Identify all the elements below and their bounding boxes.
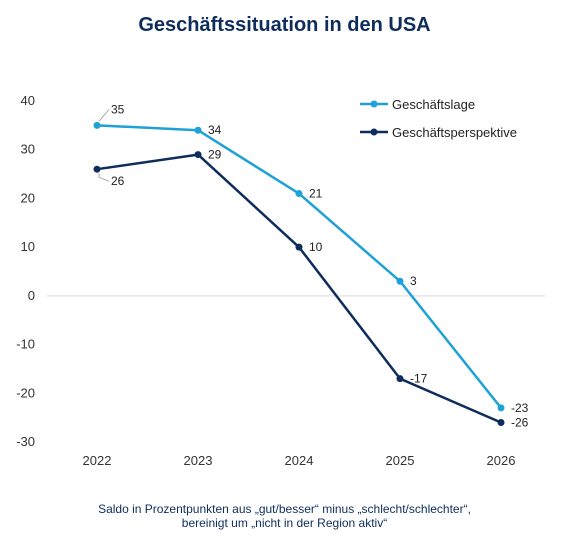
data-label: 35 xyxy=(111,102,125,116)
data-label: 3 xyxy=(410,274,417,288)
footnote-line-2: bereinigt um „nicht in der Region aktiv“ xyxy=(181,516,388,530)
y-tick-label: -30 xyxy=(16,434,35,449)
legend: Geschäftslage Geschäftsperspektive xyxy=(360,97,517,140)
y-tick-label: 10 xyxy=(21,239,35,254)
data-point xyxy=(396,277,404,285)
series-line-1 xyxy=(96,124,502,409)
x-tick-label: 2026 xyxy=(487,453,516,468)
footnote-line-1: Saldo in Prozentpunkten aus „gut/besser“… xyxy=(98,502,471,516)
legend-label: Geschäftsperspektive xyxy=(392,125,517,140)
data-label: -23 xyxy=(511,401,529,415)
data-label: 10 xyxy=(309,240,323,254)
data-point xyxy=(497,404,505,412)
data-label: 34 xyxy=(208,123,222,137)
footnote: Saldo in Prozentpunkten aus „gut/besser“… xyxy=(0,502,569,530)
y-tick-label: 30 xyxy=(21,142,35,157)
x-tick-label: 2023 xyxy=(184,453,213,468)
data-point xyxy=(194,126,202,134)
data-point xyxy=(194,151,202,159)
axes: 40 30 20 10 0 -10 -20 -30 2022 2023 2024 2025 2026 xyxy=(16,93,545,468)
y-tick-label: -10 xyxy=(16,337,35,352)
data-labels: 35 34 21 3 -23 26 29 10 -17 -26 xyxy=(98,102,529,430)
series-lines xyxy=(93,121,505,427)
x-tick-label: 2025 xyxy=(386,453,415,468)
legend-swatch-marker xyxy=(370,128,378,136)
data-point xyxy=(497,419,505,427)
data-point xyxy=(93,165,101,173)
label-leader xyxy=(98,109,110,122)
x-tick-label: 2024 xyxy=(285,453,314,468)
data-label: -17 xyxy=(410,372,428,386)
data-point xyxy=(295,243,303,251)
data-label: 29 xyxy=(208,148,222,162)
label-leader xyxy=(98,173,110,182)
data-point xyxy=(295,190,303,198)
y-tick-label: -20 xyxy=(16,385,35,400)
chart-title: Geschäftssituation in den USA xyxy=(138,14,431,36)
y-tick-label: 40 xyxy=(21,93,35,108)
data-label: 21 xyxy=(309,187,323,201)
y-tick-label: 20 xyxy=(21,190,35,205)
legend-swatch-marker xyxy=(370,100,378,108)
y-tick-label: 0 xyxy=(28,288,35,303)
x-tick-label: 2022 xyxy=(83,453,112,468)
legend-label: Geschäftslage xyxy=(392,97,475,112)
data-point xyxy=(93,121,101,129)
data-point xyxy=(396,375,404,383)
data-label: 26 xyxy=(111,174,125,188)
data-label: -26 xyxy=(511,416,529,430)
